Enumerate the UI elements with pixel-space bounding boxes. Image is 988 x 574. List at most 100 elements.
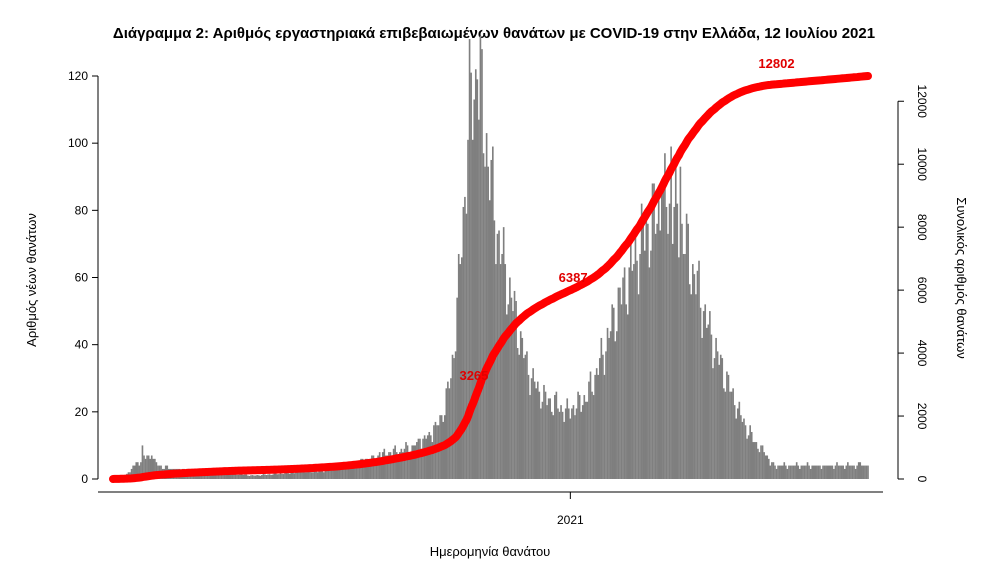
daily-bar (138, 465, 141, 479)
daily-bar (132, 465, 134, 479)
daily-bar (709, 311, 711, 479)
daily-bar (412, 445, 415, 479)
daily-bar (298, 472, 300, 479)
daily-bar (495, 264, 497, 479)
daily-bar (278, 474, 280, 479)
daily-bar (374, 458, 376, 479)
daily-bar (752, 442, 755, 479)
daily-bar (140, 462, 142, 479)
chart-title: Διάγραμμα 2: Αριθμός εργαστηριακά επιβεβ… (113, 25, 875, 42)
daily-bar (482, 153, 485, 480)
daily-bar (608, 337, 610, 479)
daily-bar (726, 371, 728, 479)
daily-bar (504, 264, 507, 479)
daily-bar (860, 465, 863, 479)
daily-bar (323, 472, 325, 479)
daily-bar (253, 475, 255, 479)
y-tick-label: 60 (75, 271, 89, 285)
daily-bar (276, 474, 279, 479)
daily-bar (659, 230, 662, 479)
daily-bar (811, 465, 814, 479)
daily-bar (763, 452, 765, 479)
daily-bar (769, 465, 772, 479)
daily-bar (395, 452, 398, 479)
daily-bar (442, 421, 445, 479)
daily-bar (324, 468, 327, 479)
daily-bar (786, 468, 789, 479)
daily-bar (789, 465, 792, 479)
daily-bar (639, 253, 641, 479)
daily-bar (772, 462, 775, 479)
daily-bar (687, 223, 689, 479)
daily-bar (225, 474, 227, 479)
daily-bar (843, 468, 846, 479)
daily-bar (400, 448, 403, 479)
daily-bar (701, 337, 703, 479)
daily-bar (718, 364, 720, 479)
daily-bar (369, 458, 372, 479)
daily-bar (862, 465, 865, 479)
daily-bar (301, 472, 303, 479)
daily-bar (836, 462, 838, 479)
daily-bar (837, 465, 840, 479)
daily-bar (233, 473, 235, 479)
daily-bar (254, 475, 257, 479)
daily-bar (414, 445, 417, 479)
daily-bar (327, 468, 330, 479)
daily-bar (609, 331, 612, 479)
daily-bar (580, 411, 583, 479)
daily-bar (839, 465, 841, 479)
daily-bar (448, 388, 451, 479)
daily-bar (507, 304, 510, 479)
daily-bar (375, 458, 378, 479)
daily-bar (602, 354, 604, 479)
daily-bar (533, 381, 536, 479)
daily-bar (764, 455, 767, 479)
daily-bar (679, 166, 682, 479)
daily-bar (847, 462, 849, 479)
daily-bar (523, 358, 525, 479)
daily-bar (386, 455, 389, 479)
y2-tick-label: 4000 (915, 340, 929, 367)
daily-bar (598, 358, 601, 479)
cumulative-line-group (109, 72, 872, 483)
daily-bar (664, 153, 666, 480)
daily-bar (684, 253, 686, 479)
daily-bar (349, 462, 352, 479)
y-tick-label: 40 (75, 338, 89, 352)
daily-bar (842, 465, 845, 479)
daily-bar (406, 445, 409, 479)
y2-tick-label: 8000 (915, 214, 929, 241)
daily-bar (755, 442, 758, 479)
daily-bar (361, 458, 364, 479)
daily-bar (216, 472, 218, 479)
daily-bar (144, 458, 147, 479)
daily-bar (426, 435, 429, 479)
daily-bar (631, 270, 634, 479)
daily-bar (566, 398, 569, 479)
daily-bar (423, 435, 426, 479)
daily-bar (583, 395, 586, 479)
daily-bar (457, 253, 460, 479)
cumulative-labels: 3265 6387 12802 (459, 56, 794, 383)
y2-tick-label: 0 (915, 476, 929, 483)
daily-bar (234, 473, 237, 479)
daily-bar (738, 401, 741, 479)
daily-bar (833, 468, 835, 479)
daily-bar (214, 472, 217, 479)
daily-bar (544, 391, 547, 479)
daily-bar (454, 351, 457, 479)
daily-bar (223, 472, 226, 479)
daily-bar (611, 304, 614, 479)
daily-bar (470, 72, 472, 479)
daily-bar (754, 442, 756, 479)
daily-bar (321, 468, 324, 479)
daily-bar (595, 368, 598, 479)
daily-bar (724, 391, 727, 479)
daily-bar (848, 465, 851, 479)
daily-bar (516, 348, 519, 479)
daily-bar (802, 465, 804, 479)
daily-bar (758, 452, 761, 479)
daily-bar (864, 465, 866, 479)
daily-bar (791, 465, 793, 479)
